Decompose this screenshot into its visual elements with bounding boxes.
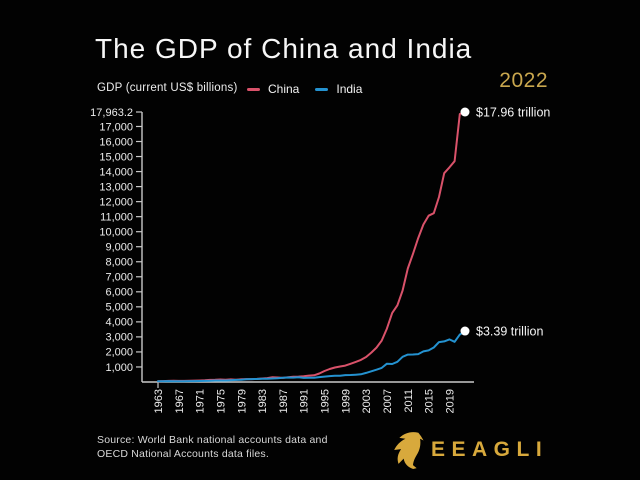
- x-tick-label: 1995: [320, 389, 332, 413]
- x-tick-label: 1991: [299, 389, 311, 413]
- x-tick-label: 1979: [236, 389, 248, 413]
- y-tick-label: 1,000: [105, 362, 133, 374]
- x-tick-label: 1999: [340, 389, 352, 413]
- x-tick-label: 1975: [215, 389, 227, 413]
- y-tick-label: 11,000: [100, 211, 133, 223]
- x-tick-label: 2015: [424, 389, 436, 413]
- china-line: [157, 111, 466, 383]
- source-attribution: Source: World Bank national accounts dat…: [97, 433, 328, 461]
- y-tick-label: 6,000: [105, 287, 133, 299]
- india-line: [157, 330, 466, 383]
- india-legend-label: India: [336, 82, 363, 96]
- x-tick-label: 2007: [382, 389, 394, 413]
- china-legend-swatch: [247, 87, 260, 91]
- y-tick-label: 3,000: [105, 332, 133, 344]
- x-tick-label: 1963: [153, 389, 165, 413]
- y-tick-label: 2,000: [105, 347, 133, 359]
- eagle-icon: [394, 432, 424, 469]
- legend: China India: [247, 82, 370, 96]
- y-tick-label: 12,000: [99, 196, 133, 208]
- y-tick-label: 8,000: [105, 257, 133, 269]
- y-tick-label: 17,000: [99, 121, 133, 133]
- y-axis-unit-label: GDP (current US$ billions): [97, 82, 238, 94]
- india-end-annotation: $3.39 trillion: [476, 325, 543, 339]
- china-end-dot: [460, 107, 470, 117]
- x-tick-label: 2003: [361, 389, 373, 413]
- source-line-2: OECD National Accounts data files.: [97, 448, 269, 460]
- x-tick-label: 2019: [444, 389, 456, 413]
- india-end-dot: [460, 326, 470, 336]
- source-line-1: Source: World Bank national accounts dat…: [97, 434, 328, 446]
- x-tick-label: 1971: [195, 389, 207, 413]
- y-tick-label: 4,000: [105, 317, 133, 329]
- x-tick-label: 2011: [403, 389, 415, 413]
- brand-name: EEAGLI: [431, 438, 549, 461]
- y-tick-label: 13,000: [99, 181, 133, 193]
- y-tick-label: 16,000: [99, 136, 133, 148]
- y-tick-label: 9,000: [105, 242, 133, 254]
- china-legend-label: China: [268, 82, 300, 96]
- china-end-annotation: $17.96 trillion: [476, 106, 550, 120]
- y-tick-label: 15,000: [99, 151, 133, 163]
- india-legend-swatch: [315, 87, 329, 91]
- current-year-label: 2022: [499, 69, 548, 92]
- brand-logo: EEAGLI: [392, 431, 548, 469]
- x-tick-label: 1987: [278, 389, 290, 413]
- y-tick-label: 5,000: [105, 302, 133, 314]
- y-tick-label: 17,963.2: [90, 107, 133, 119]
- y-tick-label: 10,000: [99, 226, 133, 238]
- x-tick-label: 1983: [257, 389, 269, 413]
- x-tick-label: 1967: [174, 389, 186, 413]
- y-tick-label: 7,000: [105, 272, 133, 284]
- y-tick-label: 14,000: [99, 166, 133, 178]
- page-title: The GDP of China and India: [95, 33, 473, 64]
